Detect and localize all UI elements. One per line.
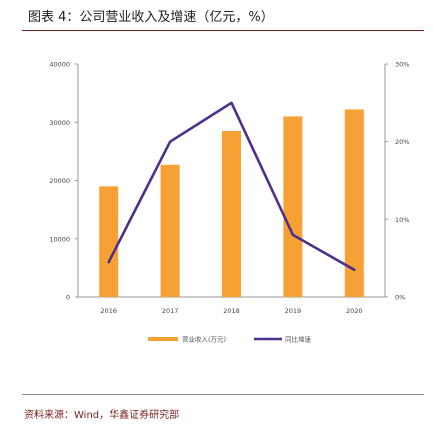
left-tick-label: 20000 [49, 177, 70, 185]
revenue-bar [344, 109, 364, 297]
legend-label-growth: 同比增速 [285, 335, 312, 344]
left-tick-label: 30000 [49, 119, 70, 127]
revenue-bar [222, 130, 241, 297]
revenue-bar [160, 164, 180, 297]
legend-swatch-bar [148, 337, 178, 341]
right-tick-label: 0% [395, 294, 405, 302]
revenue-bar [283, 116, 303, 297]
legend-label-revenue: 营业收入(万元) [182, 335, 226, 344]
source-rule [22, 394, 424, 395]
revenue-bar [99, 186, 119, 297]
right-tick-label: 20% [395, 138, 409, 146]
title-rule [22, 30, 424, 31]
right-tick-label: 30% [395, 61, 409, 69]
source-note: 资料来源：Wind，华鑫证券研究部 [24, 410, 180, 421]
right-tick-label: 10% [395, 216, 409, 224]
x-tick-label: 2019 [285, 307, 302, 315]
left-tick-label: 0 [66, 294, 70, 302]
figure-title: 图表 4：公司营业收入及增速（亿元，%） [28, 10, 274, 25]
growth-line [107, 101, 356, 272]
left-tick-label: 10000 [49, 235, 70, 243]
x-tick-label: 2018 [223, 307, 240, 315]
left-tick-label: 40000 [49, 61, 70, 69]
x-tick-label: 2020 [346, 307, 363, 315]
x-tick-label: 2017 [162, 307, 179, 315]
x-tick-label: 2016 [100, 307, 117, 315]
